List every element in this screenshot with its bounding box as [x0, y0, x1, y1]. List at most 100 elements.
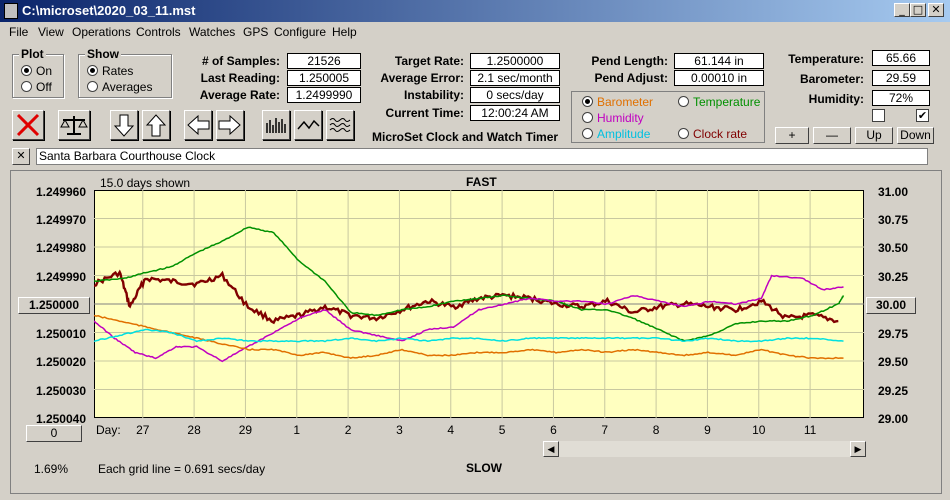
y-right-label: 29.00: [877, 412, 908, 426]
percent-readout: 1.69%: [34, 462, 69, 476]
series-selector: Barometer Temperature Humidity Amplitude…: [571, 91, 765, 143]
watch-close-button[interactable]: ✕: [12, 148, 30, 165]
plot-group-label: Plot: [19, 47, 46, 61]
time-scrollbar[interactable]: ◀ ▶: [543, 441, 866, 457]
instability-field: 0 secs/day: [470, 87, 560, 103]
barometer-field: 29.59: [872, 70, 930, 86]
pend-adjust-label: Pend Adjust:: [594, 71, 668, 85]
zero-button[interactable]: 0: [26, 425, 82, 442]
balance-button[interactable]: [58, 110, 90, 140]
menu-file[interactable]: File: [9, 25, 29, 39]
watch-name-field[interactable]: Santa Barbara Courthouse Clock: [36, 148, 928, 165]
window-title: C:\microset\2020_03_11.mst: [22, 3, 196, 18]
down-button[interactable]: Down: [897, 127, 934, 144]
show-group: Show Rates Averages: [78, 47, 172, 98]
series-amplitude-radio[interactable]: Amplitude: [582, 127, 650, 141]
show-averages-radio[interactable]: Averages: [87, 80, 152, 94]
down-arrow-button[interactable]: [110, 110, 138, 140]
plus-button[interactable]: +: [775, 127, 809, 144]
menu-operations[interactable]: Operations: [72, 25, 131, 39]
temperature-field: 65.66: [872, 50, 930, 66]
x-tick-label: 2: [344, 423, 352, 437]
samples-field: 21526: [287, 53, 361, 69]
center-left-button[interactable]: 1.250000: [18, 297, 90, 314]
up-arrow-button[interactable]: [142, 110, 170, 140]
center-right-button[interactable]: 30.00: [866, 297, 916, 314]
x-tick-label: 29: [238, 423, 253, 437]
maximize-button[interactable]: □: [910, 3, 926, 17]
last-reading-field: 1.250005: [287, 70, 361, 86]
y-right-label: 30.25: [877, 270, 908, 284]
stop-button[interactable]: [12, 110, 44, 140]
x-tick-label: 11: [803, 423, 817, 437]
series-barometer-radio[interactable]: Barometer: [582, 95, 653, 109]
y-right-label: 30.50: [877, 241, 908, 255]
series-temperature-radio[interactable]: Temperature: [678, 95, 760, 109]
scroll-right-button[interactable]: ▶: [850, 441, 866, 457]
menu-watches[interactable]: Watches: [189, 25, 236, 39]
y-left-label: 1.250030: [35, 384, 86, 398]
current-time-label: Current Time:: [385, 106, 464, 120]
menu-bar: File View Operations Controls Watches GP…: [0, 22, 950, 42]
instability-label: Instability:: [403, 88, 464, 102]
menu-configure[interactable]: Configure: [274, 25, 327, 39]
minimize-button[interactable]: _: [894, 3, 910, 17]
plot-group: Plot On Off: [12, 47, 64, 98]
target-rate-field: 1.2500000: [470, 53, 560, 69]
show-rates-radio[interactable]: Rates: [87, 64, 133, 78]
last-reading-label: Last Reading:: [200, 71, 280, 85]
menu-gps[interactable]: GPS: [243, 25, 269, 39]
app-icon: [4, 3, 18, 19]
menu-help[interactable]: Help: [332, 25, 357, 39]
wave-icon: [329, 118, 351, 132]
right-arrow-button[interactable]: [216, 110, 244, 140]
y-left-label: 1.249970: [35, 213, 86, 227]
menu-view[interactable]: View: [38, 25, 64, 39]
x-tick-label: 27: [136, 423, 150, 437]
y-right-label: 30.75: [877, 213, 908, 227]
wave-view-button[interactable]: [326, 110, 354, 140]
y-right-label: 29.75: [877, 327, 908, 341]
checkbox-2[interactable]: ✔: [916, 109, 929, 122]
pend-length-field: 61.144 in: [674, 53, 764, 69]
x-tick-label: 9: [704, 423, 711, 437]
x-tick-label: 6: [550, 423, 557, 437]
y-left-label: 1.249960: [35, 185, 86, 199]
grid-note: Each grid line = 0.691 secs/day: [98, 462, 266, 476]
samples-label: # of Samples:: [201, 54, 280, 68]
average-rate-field: 1.2499990: [287, 87, 361, 103]
y-left-label: 1.249990: [35, 270, 86, 284]
bars-view-button[interactable]: [262, 110, 290, 140]
balance-scale-icon: [60, 116, 88, 135]
x-tick-label: 1: [293, 423, 301, 437]
series-amplitude: [94, 328, 844, 343]
app-caption: MicroSet Clock and Watch Timer: [372, 130, 559, 144]
left-arrow-button[interactable]: [184, 110, 212, 140]
plot-off-radio[interactable]: Off: [21, 80, 52, 94]
red-x-icon: [16, 113, 40, 137]
arrow-right-icon: [218, 114, 241, 136]
close-button[interactable]: ✕: [928, 3, 944, 17]
minus-button[interactable]: —: [813, 127, 851, 144]
plot-frame: [10, 170, 942, 494]
line-graph-icon: [297, 119, 320, 130]
x-tick-label: 28: [187, 423, 201, 437]
humidity-field: 72%: [872, 90, 930, 106]
line-view-button[interactable]: [294, 110, 322, 140]
barometer-label: Barometer:: [799, 72, 864, 86]
y-left-label: 1.250010: [35, 327, 86, 341]
checkbox-1[interactable]: [872, 109, 885, 122]
x-tick-label: 3: [396, 423, 403, 437]
y-left-label: 1.249980: [35, 241, 86, 255]
up-button[interactable]: Up: [855, 127, 893, 144]
y-right-label: 29.25: [877, 384, 908, 398]
scroll-left-button[interactable]: ◀: [543, 441, 559, 457]
plot-on-radio[interactable]: On: [21, 64, 52, 78]
pend-adjust-field: 0.00010 in: [674, 70, 764, 86]
series-humidity-radio[interactable]: Humidity: [582, 111, 644, 125]
bar-graph-icon: [266, 118, 286, 133]
x-tick-label: 4: [447, 423, 455, 437]
series-clockrate-radio[interactable]: Clock rate: [678, 127, 747, 141]
menu-controls[interactable]: Controls: [136, 25, 181, 39]
x-tick-label: 5: [498, 423, 506, 437]
